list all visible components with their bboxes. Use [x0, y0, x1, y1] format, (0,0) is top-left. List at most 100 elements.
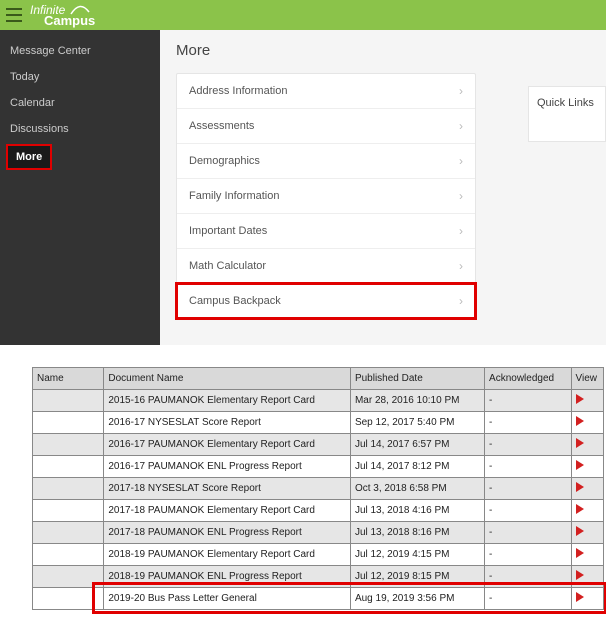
col-name: Name: [33, 368, 104, 390]
col-ack: Acknowledged: [485, 368, 572, 390]
brand-logo: Infinite Campus: [30, 4, 95, 27]
hamburger-icon[interactable]: [6, 8, 22, 22]
list-item-demographics[interactable]: Demographics›: [177, 144, 475, 179]
pdf-icon: [576, 548, 584, 558]
table-row: 2017-18 PAUMANOK ENL Progress ReportJul …: [33, 522, 604, 544]
cell-doc: 2016-17 NYSESLAT Score Report: [104, 412, 351, 434]
cell-doc: 2019-20 Bus Pass Letter General: [104, 588, 351, 610]
app-frame: Infinite Campus Message Center Today Cal…: [0, 0, 606, 345]
cell-ack: -: [485, 478, 572, 500]
cell-date: Jul 12, 2019 4:15 PM: [350, 544, 484, 566]
page-title: More: [176, 42, 590, 59]
chevron-right-icon: ›: [459, 294, 463, 308]
cell-name: [33, 390, 104, 412]
list-item-label: Assessments: [189, 120, 254, 132]
list-item-family[interactable]: Family Information ›: [177, 179, 475, 214]
cell-view[interactable]: [571, 588, 603, 610]
quick-links-title: Quick Links: [537, 97, 594, 109]
cell-date: Oct 3, 2018 6:58 PM: [350, 478, 484, 500]
cell-name: [33, 588, 104, 610]
cell-doc: 2016-17 PAUMANOK ENL Progress Report: [104, 456, 351, 478]
table-row: 2018-19 PAUMANOK ENL Progress ReportJul …: [33, 566, 604, 588]
highlight-box-more: More: [6, 144, 52, 170]
list-item-label: Address Information: [189, 85, 287, 97]
list-item-label: Campus Backpack: [189, 295, 281, 307]
sidebar-item-calendar[interactable]: Calendar: [0, 90, 160, 116]
list-item-math[interactable]: Math Calculator ›: [177, 249, 475, 284]
cell-ack: -: [485, 500, 572, 522]
cell-ack: -: [485, 588, 572, 610]
cell-view[interactable]: [571, 566, 603, 588]
list-item-label: Demographics: [189, 155, 260, 167]
chevron-right-icon: ›: [459, 119, 463, 133]
cell-doc: 2018-19 PAUMANOK ENL Progress Report: [104, 566, 351, 588]
cell-view[interactable]: [571, 544, 603, 566]
list-item-label: Family Information: [189, 190, 279, 202]
more-list: Address Information › Assessments › Demogr…: [176, 73, 476, 319]
cell-name: [33, 434, 104, 456]
cell-ack: -: [485, 544, 572, 566]
cell-view[interactable]: [571, 500, 603, 522]
documents-section: Name Document Name Published Date Acknow…: [32, 367, 604, 610]
chevron-right-icon: ›: [459, 84, 463, 98]
sidebar-item-message-center[interactable]: Message Center: [0, 38, 160, 64]
list-item-assessments[interactable]: Assessments ›: [177, 109, 475, 144]
pdf-icon: [576, 570, 584, 580]
sidebar: Message Center Today Calendar Discussion…: [0, 30, 160, 345]
documents-table: Name Document Name Published Date Acknow…: [32, 367, 604, 610]
pdf-icon: [576, 526, 584, 536]
cell-doc: 2018-19 PAUMANOK Elementary Report Card: [104, 544, 351, 566]
sidebar-item-more[interactable]: More: [8, 146, 50, 168]
cell-date: Jul 14, 2017 8:12 PM: [350, 456, 484, 478]
cell-view[interactable]: [571, 478, 603, 500]
table-row: 2018-19 PAUMANOK Elementary Report CardJ…: [33, 544, 604, 566]
chevron-right-icon: ›: [459, 189, 463, 203]
chevron-right-icon: ›: [459, 259, 463, 273]
cell-view[interactable]: [571, 434, 603, 456]
pdf-icon: [576, 482, 584, 492]
pdf-icon: [576, 416, 584, 426]
cell-doc: 2015-16 PAUMANOK Elementary Report Card: [104, 390, 351, 412]
cell-date: Jul 13, 2018 8:16 PM: [350, 522, 484, 544]
pdf-icon: [576, 504, 584, 514]
cell-ack: -: [485, 456, 572, 478]
pdf-icon: [576, 460, 584, 470]
cell-name: [33, 522, 104, 544]
cell-name: [33, 566, 104, 588]
col-view: View: [571, 368, 603, 390]
table-row: 2015-16 PAUMANOK Elementary Report CardM…: [33, 390, 604, 412]
cell-date: Mar 28, 2016 10:10 PM: [350, 390, 484, 412]
cell-view[interactable]: [571, 412, 603, 434]
table-row: 2019-20 Bus Pass Letter GeneralAug 19, 2…: [33, 588, 604, 610]
list-item-label: Important Dates: [189, 225, 267, 237]
table-row: 2017-18 NYSESLAT Score ReportOct 3, 2018…: [33, 478, 604, 500]
cell-name: [33, 544, 104, 566]
sidebar-item-today[interactable]: Today: [0, 64, 160, 90]
cell-view[interactable]: [571, 522, 603, 544]
col-date: Published Date: [350, 368, 484, 390]
cell-name: [33, 456, 104, 478]
list-item-backpack[interactable]: Campus Backpack ›: [177, 284, 475, 318]
pdf-icon: [576, 438, 584, 448]
cell-view[interactable]: [571, 390, 603, 412]
cell-ack: -: [485, 522, 572, 544]
cell-name: [33, 500, 104, 522]
main-panel: More Address Information › Assessments › D…: [160, 30, 606, 345]
table-row: 2017-18 PAUMANOK Elementary Report CardJ…: [33, 500, 604, 522]
pdf-icon: [576, 592, 584, 602]
cell-name: [33, 412, 104, 434]
col-doc: Document Name: [104, 368, 351, 390]
cell-view[interactable]: [571, 456, 603, 478]
cell-date: Aug 19, 2019 3:56 PM: [350, 588, 484, 610]
sidebar-item-discussions[interactable]: Discussions: [0, 116, 160, 142]
list-item-address[interactable]: Address Information ›: [177, 74, 475, 109]
list-item-dates[interactable]: Important Dates›: [177, 214, 475, 249]
list-item-label: Math Calculator: [189, 260, 266, 272]
quick-links-panel: Quick Links: [528, 86, 606, 142]
brand-line2: Campus: [44, 14, 95, 27]
cell-date: Sep 12, 2017 5:40 PM: [350, 412, 484, 434]
cell-doc: 2017-18 NYSESLAT Score Report: [104, 478, 351, 500]
cell-ack: -: [485, 566, 572, 588]
app-header: Infinite Campus: [0, 0, 606, 30]
cell-ack: -: [485, 390, 572, 412]
